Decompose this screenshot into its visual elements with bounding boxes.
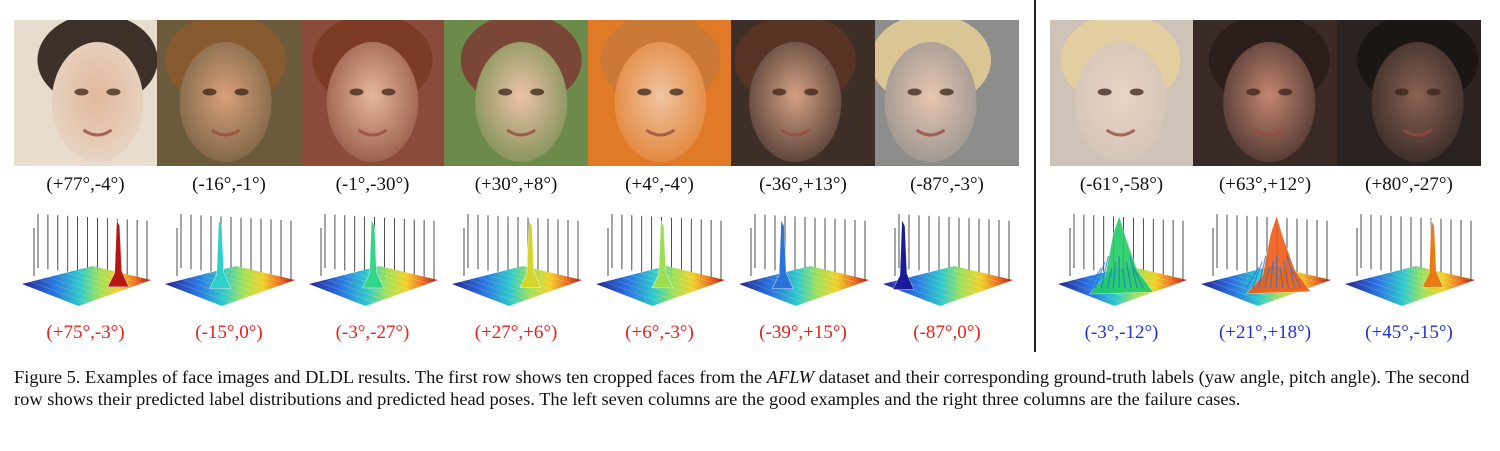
distribution-peak (1421, 219, 1444, 288)
caption-dataset: AFLW (766, 367, 815, 387)
distribution-plot-2 (159, 206, 299, 316)
distribution-plot-3 (303, 206, 442, 316)
distribution-peak (1088, 215, 1154, 295)
distribution-peak (107, 219, 130, 288)
ground-truth-label-9: (+63°,+12°) (1218, 174, 1312, 195)
distribution-surface (165, 266, 295, 306)
distribution-surface (1345, 266, 1475, 306)
distribution-plot-9 (1195, 206, 1335, 316)
predicted-label-2: (-15°,0°) (195, 322, 263, 343)
distribution-peak (209, 219, 232, 289)
predicted-label-6: (-39°,+15°) (759, 322, 847, 343)
column-divider (1034, 0, 1036, 352)
distribution-plot-5 (590, 206, 729, 316)
plot-grid (894, 214, 1010, 282)
face-photo-3 (301, 20, 444, 166)
caption-lead: Figure 5. Examples of face images and DL… (14, 367, 767, 387)
predicted-label-3: (-3°,-27°) (335, 322, 410, 343)
distribution-plot-7 (877, 206, 1017, 316)
ground-truth-label-5: (+4°,-4°) (625, 174, 694, 195)
distribution-peak (362, 219, 384, 289)
predicted-label-7: (-87°,0°) (913, 322, 981, 343)
distribution-peak (651, 219, 674, 289)
face-photo-5 (588, 20, 731, 166)
figure-caption: Figure 5. Examples of face images and DL… (14, 366, 1486, 410)
ground-truth-label-3: (-1°,-30°) (335, 174, 410, 195)
face-photo-2 (157, 20, 301, 166)
distribution-peak (519, 219, 542, 288)
face-photo-7 (875, 20, 1019, 166)
distribution-plot-8 (1052, 206, 1191, 316)
distribution-surface (452, 266, 582, 306)
distribution-surface (739, 266, 869, 306)
ground-truth-label-7: (-87°,-3°) (910, 174, 984, 195)
face-photo-10 (1337, 20, 1481, 166)
predicted-label-8: (-3°,-12°) (1084, 322, 1159, 343)
face-photo-9 (1193, 20, 1337, 166)
caption-rest: dataset and their corresponding ground-t… (14, 367, 1470, 409)
plot-grid (176, 214, 292, 282)
distribution-peak (771, 219, 794, 289)
distribution-peak (1246, 215, 1311, 294)
plot-grid (1356, 214, 1472, 282)
ground-truth-label-2: (-16°,-1°) (192, 174, 266, 195)
distribution-surface (883, 266, 1013, 306)
distribution-plot-4 (446, 206, 586, 316)
predicted-label-9: (+21°,+18°) (1218, 322, 1312, 343)
ground-truth-label-8: (-61°,-58°) (1079, 174, 1164, 195)
face-photo-4 (444, 20, 588, 166)
ground-truth-label-4: (+30°,+8°) (474, 174, 558, 195)
distribution-plot-6 (733, 206, 873, 316)
predicted-label-1: (+75°,-3°) (46, 322, 125, 343)
ground-truth-label-1: (+77°,-4°) (46, 174, 125, 195)
distribution-peak (892, 219, 915, 290)
plot-grid (33, 214, 148, 282)
face-photo-8 (1050, 20, 1193, 166)
predicted-label-4: (+27°,+6°) (474, 322, 558, 343)
ground-truth-label-6: (-36°,+13°) (759, 174, 847, 195)
distribution-plot-1 (16, 206, 155, 316)
plot-grid (320, 214, 435, 282)
ground-truth-label-10: (+80°,-27°) (1365, 174, 1453, 195)
face-photo-6 (731, 20, 875, 166)
predicted-label-5: (+6°,-3°) (625, 322, 694, 343)
face-photo-1 (14, 20, 157, 166)
distribution-plot-10 (1339, 206, 1479, 316)
predicted-label-10: (+45°,-15°) (1365, 322, 1453, 343)
